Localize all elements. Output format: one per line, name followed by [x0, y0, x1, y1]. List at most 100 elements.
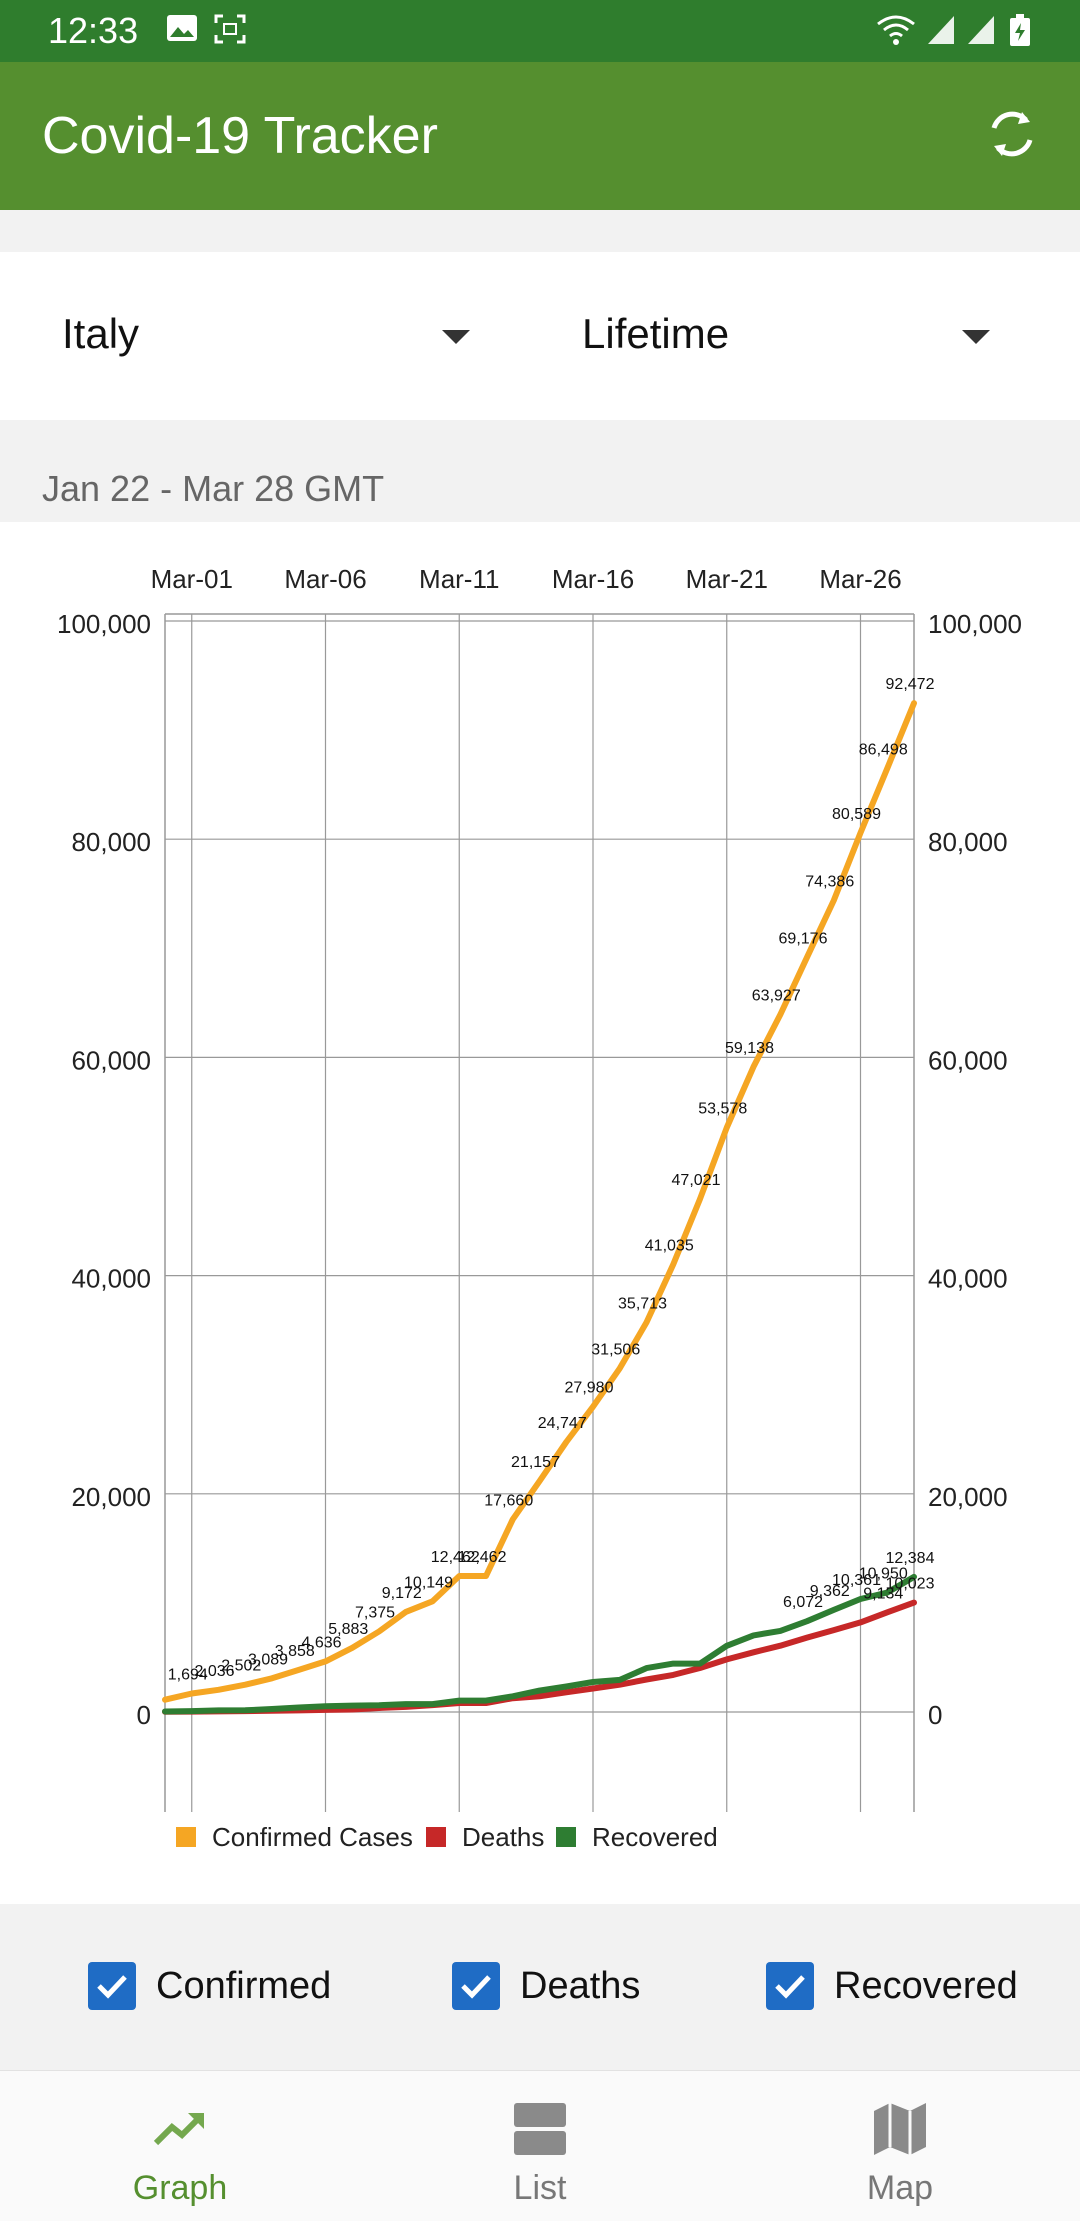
checkbox-checked-icon [88, 1962, 136, 2010]
signal-icon [928, 16, 954, 44]
data-label: 92,472 [886, 676, 935, 693]
chart-data-labels: 1,6942,0362,5023,0893,8584,6365,8837,375… [168, 676, 935, 1683]
legend-label: Confirmed Cases [212, 1822, 413, 1852]
status-time: 12:33 [48, 10, 139, 51]
data-label: 74,386 [805, 873, 854, 890]
nav-map[interactable]: Map [800, 2071, 1000, 2221]
data-label: 35,713 [618, 1295, 667, 1312]
refresh-icon[interactable] [982, 104, 1042, 164]
chart-axes: 100,000 100,000 80,000 80,000 60,000 60,000 40… [57, 564, 1022, 1730]
data-label: 9,172 [382, 1585, 422, 1602]
status-bar: 12:33 [0, 0, 1080, 62]
data-label: 86,498 [859, 741, 908, 758]
data-label: 47,021 [672, 1172, 721, 1189]
app-bar: Covid-19 Tracker [0, 62, 1080, 210]
y-axis-tick-label-left: 20,000 [71, 1482, 151, 1512]
legend-label: Deaths [462, 1822, 544, 1852]
x-axis-tick-label: Mar-06 [284, 564, 366, 594]
period-value: Lifetime [582, 310, 730, 357]
data-label: 53,578 [698, 1100, 747, 1117]
line-chart: 1,6942,0362,5023,0893,8584,6365,8837,375… [57, 564, 1022, 1852]
checkbox-label: Confirmed [156, 1965, 332, 2007]
data-label: 59,138 [725, 1040, 774, 1057]
nav-label: Map [866, 2169, 934, 2207]
chart-card: 1,694 2,036 2,502 3,089 3,858 4,636 5,883 7,375… [0, 522, 1080, 1904]
checkbox-label: Deaths [520, 1965, 641, 2007]
data-label: 2,036 [194, 1663, 234, 1680]
y-axis-tick-label-left: 80,000 [71, 827, 151, 857]
data-label: 9,134 [863, 1585, 903, 1602]
data-label: 12,462 [431, 1549, 480, 1566]
data-label: 10,149 [404, 1574, 453, 1591]
y-axis-tick-label-right: 20,000 [928, 1482, 1008, 1512]
checkbox-label: Recovered [834, 1965, 1018, 2007]
checkbox-checked-icon [766, 1962, 814, 2010]
data-label: 3,858 [275, 1643, 315, 1660]
bottom-navigation: Graph List Map [0, 2070, 1080, 2221]
app-title: Covid-19 Tracker [42, 107, 438, 165]
chart-grid [164, 613, 915, 1812]
recovered-checkbox[interactable]: Recovered [766, 1962, 1026, 2012]
app-bar-shadow-gap [0, 210, 1080, 252]
data-label: 69,176 [779, 930, 828, 947]
nav-label: Graph [132, 2169, 228, 2207]
series-toggles: Confirmed Deaths Recovered [0, 1904, 1080, 2070]
deaths-checkbox[interactable]: Deaths [452, 1962, 672, 2012]
checkbox-checked-icon [452, 1962, 500, 2010]
data-label: 31,506 [591, 1341, 640, 1358]
x-axis-tick-label: Mar-21 [686, 564, 768, 594]
series-line-confirmed-cases [162, 700, 917, 1703]
data-label: 7,375 [355, 1605, 395, 1622]
map-icon [874, 2103, 926, 2155]
series-line-recovered [162, 1573, 917, 1715]
data-label: 4,636 [301, 1634, 341, 1651]
chart-legend: Confirmed Cases Deaths Recovered [176, 1822, 718, 1852]
data-label: 63,927 [752, 988, 801, 1005]
nav-list[interactable]: List [440, 2071, 640, 2221]
image-icon [167, 15, 197, 41]
x-axis-tick-label: Mar-26 [819, 564, 901, 594]
signal-icon-2 [968, 16, 994, 44]
y-axis-tick-label-right: 80,000 [928, 827, 1008, 857]
chevron-down-icon [442, 330, 470, 344]
list-icon [514, 2103, 566, 2155]
data-label: 21,157 [511, 1454, 560, 1471]
data-label: 2,502 [221, 1658, 261, 1675]
period-dropdown[interactable]: Lifetime [582, 252, 1002, 420]
country-dropdown[interactable]: Italy [62, 252, 482, 420]
wifi-icon [877, 15, 915, 45]
data-label: 3,089 [248, 1651, 288, 1668]
trending-up-icon [153, 2113, 204, 2146]
date-range-bar: Jan 22 - Mar 28 GMT [0, 420, 1080, 522]
data-label: 24,747 [538, 1415, 587, 1432]
data-label: 6,072 [783, 1594, 823, 1611]
x-axis-tick-label: Mar-16 [552, 564, 634, 594]
y-axis-tick-label-right: 40,000 [928, 1264, 1008, 1294]
confirmed-checkbox[interactable]: Confirmed [88, 1962, 348, 2012]
battery-icon [1010, 14, 1030, 46]
y-axis-tick-label-right: 100,000 [928, 609, 1022, 639]
data-label: 1,694 [168, 1667, 208, 1684]
legend-swatch [426, 1827, 446, 1847]
chart-series [162, 700, 917, 1715]
y-axis-tick-label-left: 100,000 [57, 609, 151, 639]
data-label: 10,023 [886, 1576, 935, 1593]
screenshot-icon [214, 14, 246, 44]
legend-swatch [556, 1827, 576, 1847]
data-label: 10,950 [859, 1566, 908, 1583]
nav-graph[interactable]: Graph [80, 2071, 280, 2221]
data-label: 12,384 [886, 1550, 935, 1567]
data-label: 80,589 [832, 806, 881, 823]
date-range: Jan 22 - Mar 28 GMT [42, 468, 385, 509]
x-axis-tick-label: Mar-01 [151, 564, 233, 594]
filter-bar: Italy Lifetime [0, 252, 1080, 420]
data-label: 5,883 [328, 1621, 368, 1638]
x-axis-tick-label: Mar-11 [419, 564, 499, 594]
country-value: Italy [62, 310, 140, 357]
data-label: 9,362 [810, 1583, 850, 1600]
legend-swatch [176, 1827, 196, 1847]
chevron-down-icon [962, 330, 990, 344]
legend-label: Recovered [592, 1822, 718, 1852]
data-label: 17,660 [484, 1492, 533, 1509]
y-axis-tick-label-left: 40,000 [71, 1264, 151, 1294]
